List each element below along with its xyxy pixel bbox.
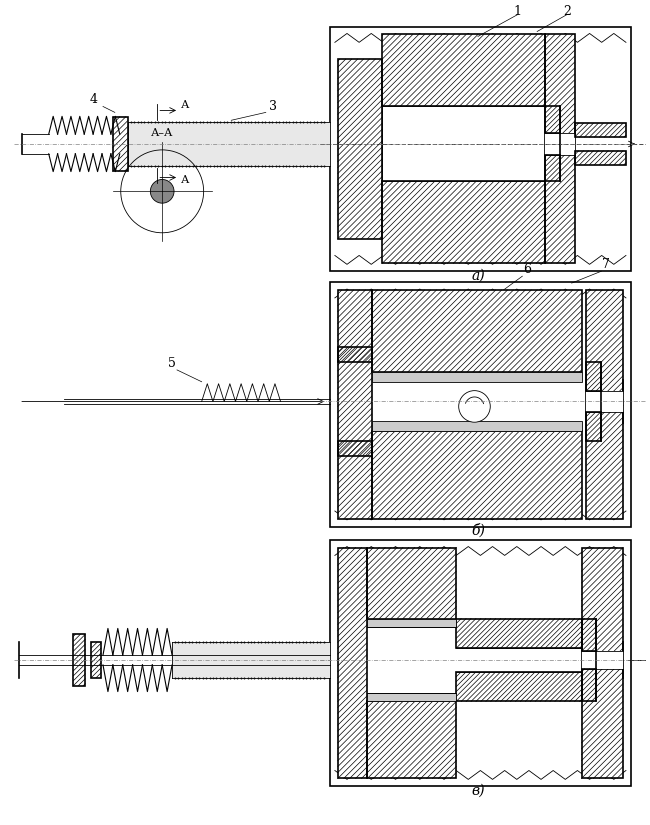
Bar bbox=[330, 540, 631, 786]
Bar bbox=[586, 290, 623, 519]
Bar bbox=[338, 290, 372, 519]
Bar bbox=[582, 548, 623, 779]
Bar bbox=[338, 441, 372, 455]
Bar bbox=[367, 701, 456, 779]
Text: 7: 7 bbox=[603, 258, 610, 271]
Bar bbox=[372, 372, 582, 382]
Bar bbox=[372, 431, 582, 519]
Bar bbox=[575, 123, 626, 137]
Bar bbox=[113, 117, 127, 171]
Bar bbox=[338, 548, 367, 779]
Text: 3: 3 bbox=[268, 101, 277, 113]
Bar bbox=[586, 362, 601, 391]
Circle shape bbox=[459, 391, 490, 422]
Bar bbox=[382, 182, 545, 263]
Bar bbox=[367, 548, 456, 619]
Bar bbox=[545, 106, 560, 133]
Bar bbox=[582, 619, 596, 651]
Bar bbox=[582, 669, 596, 701]
Text: А: А bbox=[181, 176, 189, 186]
Text: а): а) bbox=[471, 269, 485, 283]
Bar bbox=[338, 290, 372, 519]
Bar bbox=[545, 106, 560, 133]
Bar bbox=[372, 290, 582, 372]
Text: А–А: А–А bbox=[151, 128, 174, 138]
Bar bbox=[372, 382, 582, 422]
Bar bbox=[582, 651, 623, 669]
Bar bbox=[367, 628, 456, 692]
Bar bbox=[586, 412, 601, 441]
Bar bbox=[367, 701, 456, 779]
Text: 6: 6 bbox=[523, 263, 531, 276]
Bar bbox=[73, 634, 85, 686]
Bar bbox=[127, 122, 330, 166]
Bar bbox=[575, 123, 626, 137]
Bar bbox=[456, 648, 582, 672]
Bar bbox=[91, 642, 101, 678]
Text: в): в) bbox=[471, 783, 485, 797]
Text: 1: 1 bbox=[514, 5, 521, 18]
Text: 4: 4 bbox=[89, 92, 97, 106]
Text: 5: 5 bbox=[168, 357, 176, 370]
Bar bbox=[91, 642, 101, 678]
Bar bbox=[586, 412, 601, 441]
Bar bbox=[382, 35, 545, 106]
Bar bbox=[582, 669, 596, 701]
Bar bbox=[172, 642, 330, 678]
Bar bbox=[372, 431, 582, 519]
Text: б): б) bbox=[471, 523, 485, 538]
Circle shape bbox=[150, 180, 174, 203]
Bar bbox=[575, 151, 626, 165]
Text: А: А bbox=[181, 101, 189, 111]
Bar bbox=[586, 391, 623, 412]
Bar bbox=[545, 133, 575, 155]
Bar bbox=[372, 290, 582, 372]
Bar bbox=[582, 619, 596, 651]
Bar bbox=[582, 548, 623, 779]
Bar bbox=[330, 282, 631, 527]
Bar bbox=[338, 347, 372, 362]
Bar bbox=[73, 634, 85, 686]
Bar bbox=[456, 672, 582, 701]
Bar bbox=[382, 35, 545, 106]
Bar bbox=[456, 672, 582, 701]
Bar bbox=[456, 619, 582, 648]
Bar bbox=[545, 35, 575, 263]
Bar bbox=[338, 441, 372, 455]
Bar bbox=[338, 548, 367, 779]
Bar bbox=[586, 362, 601, 391]
Bar bbox=[338, 347, 372, 362]
Bar bbox=[545, 35, 575, 263]
Bar bbox=[113, 117, 127, 171]
Text: 2: 2 bbox=[563, 5, 571, 18]
Bar bbox=[382, 182, 545, 263]
Bar bbox=[456, 619, 582, 648]
Bar bbox=[330, 26, 631, 271]
Bar bbox=[586, 290, 623, 519]
Bar bbox=[367, 548, 456, 619]
Bar bbox=[338, 59, 382, 238]
Bar bbox=[372, 422, 582, 431]
Bar bbox=[575, 151, 626, 165]
Bar bbox=[545, 155, 560, 182]
Bar bbox=[545, 155, 560, 182]
Bar bbox=[382, 106, 545, 182]
Bar bbox=[367, 619, 456, 628]
Bar bbox=[338, 59, 382, 238]
Bar bbox=[367, 692, 456, 701]
